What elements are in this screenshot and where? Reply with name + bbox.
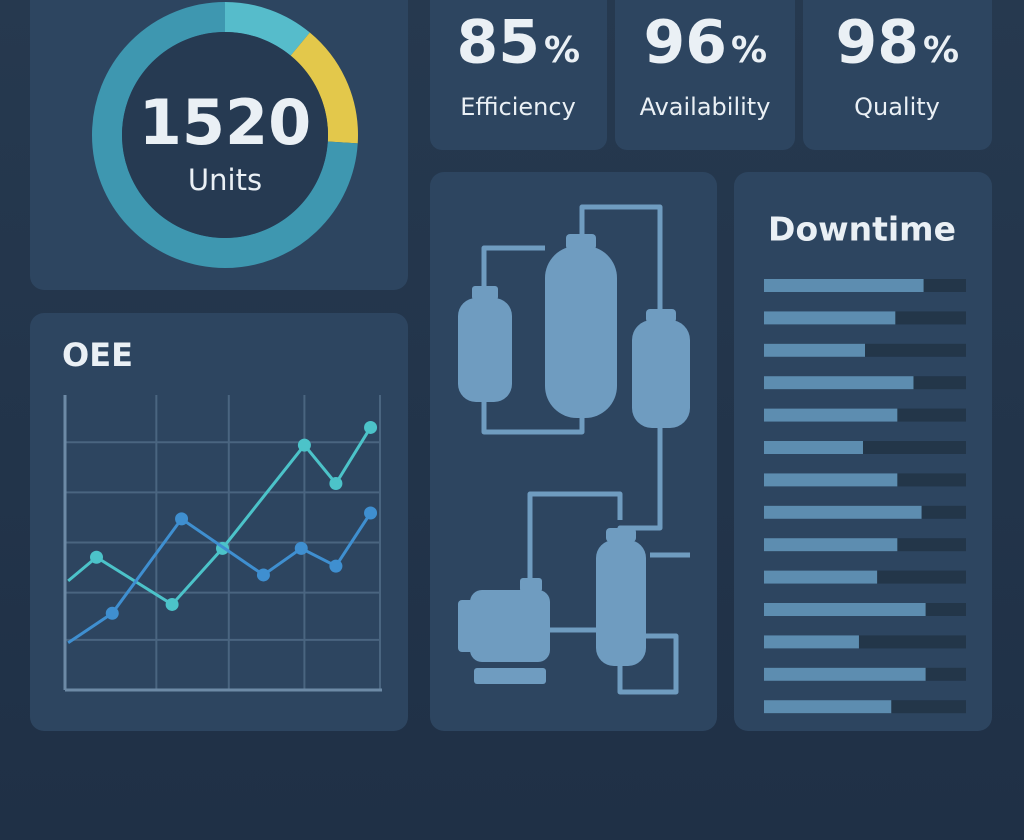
data-point [90, 550, 103, 564]
kpi-label: Availability [640, 93, 771, 121]
bar [764, 603, 926, 616]
chart-title: OEE [62, 336, 133, 374]
bar [764, 505, 922, 519]
data-point [175, 512, 189, 526]
data-point [329, 477, 343, 490]
bar [764, 441, 863, 454]
kpi-panel [615, 0, 795, 150]
bar [764, 408, 898, 422]
kpi-panel [803, 0, 992, 150]
bar [764, 570, 878, 584]
bar [764, 538, 898, 552]
process-diagram [458, 204, 690, 695]
bar [764, 376, 914, 390]
donut-segment [92, 2, 358, 268]
data-point [256, 568, 270, 582]
bar [764, 343, 865, 357]
kpi-unit: % [923, 30, 959, 71]
data-point [294, 541, 308, 555]
data-point [105, 606, 119, 620]
data-point [329, 559, 343, 573]
oee-panel [30, 313, 408, 731]
bar [764, 473, 898, 487]
kpi-panel [430, 0, 607, 150]
donut-hole [122, 32, 328, 238]
kpi-label: Quality [854, 93, 940, 121]
data-point [364, 420, 378, 434]
bar [764, 700, 892, 714]
units-value: 1520 [139, 86, 312, 159]
kpi-unit: % [544, 30, 580, 71]
bar [764, 667, 926, 681]
donut-segment [92, 2, 358, 268]
kpi-value: 96 [644, 8, 728, 78]
kpi-label: Efficiency [460, 93, 576, 121]
downtime-title: Downtime [768, 210, 956, 249]
kpi-value: 98 [836, 8, 920, 78]
bar [764, 279, 924, 292]
data-point [364, 506, 378, 520]
bar [764, 635, 859, 649]
kpi-unit: % [731, 30, 767, 71]
kpi-value: 85 [457, 8, 541, 78]
data-point [297, 438, 311, 452]
units-label: Units [188, 163, 262, 197]
data-point [165, 597, 179, 611]
bar [764, 311, 896, 325]
